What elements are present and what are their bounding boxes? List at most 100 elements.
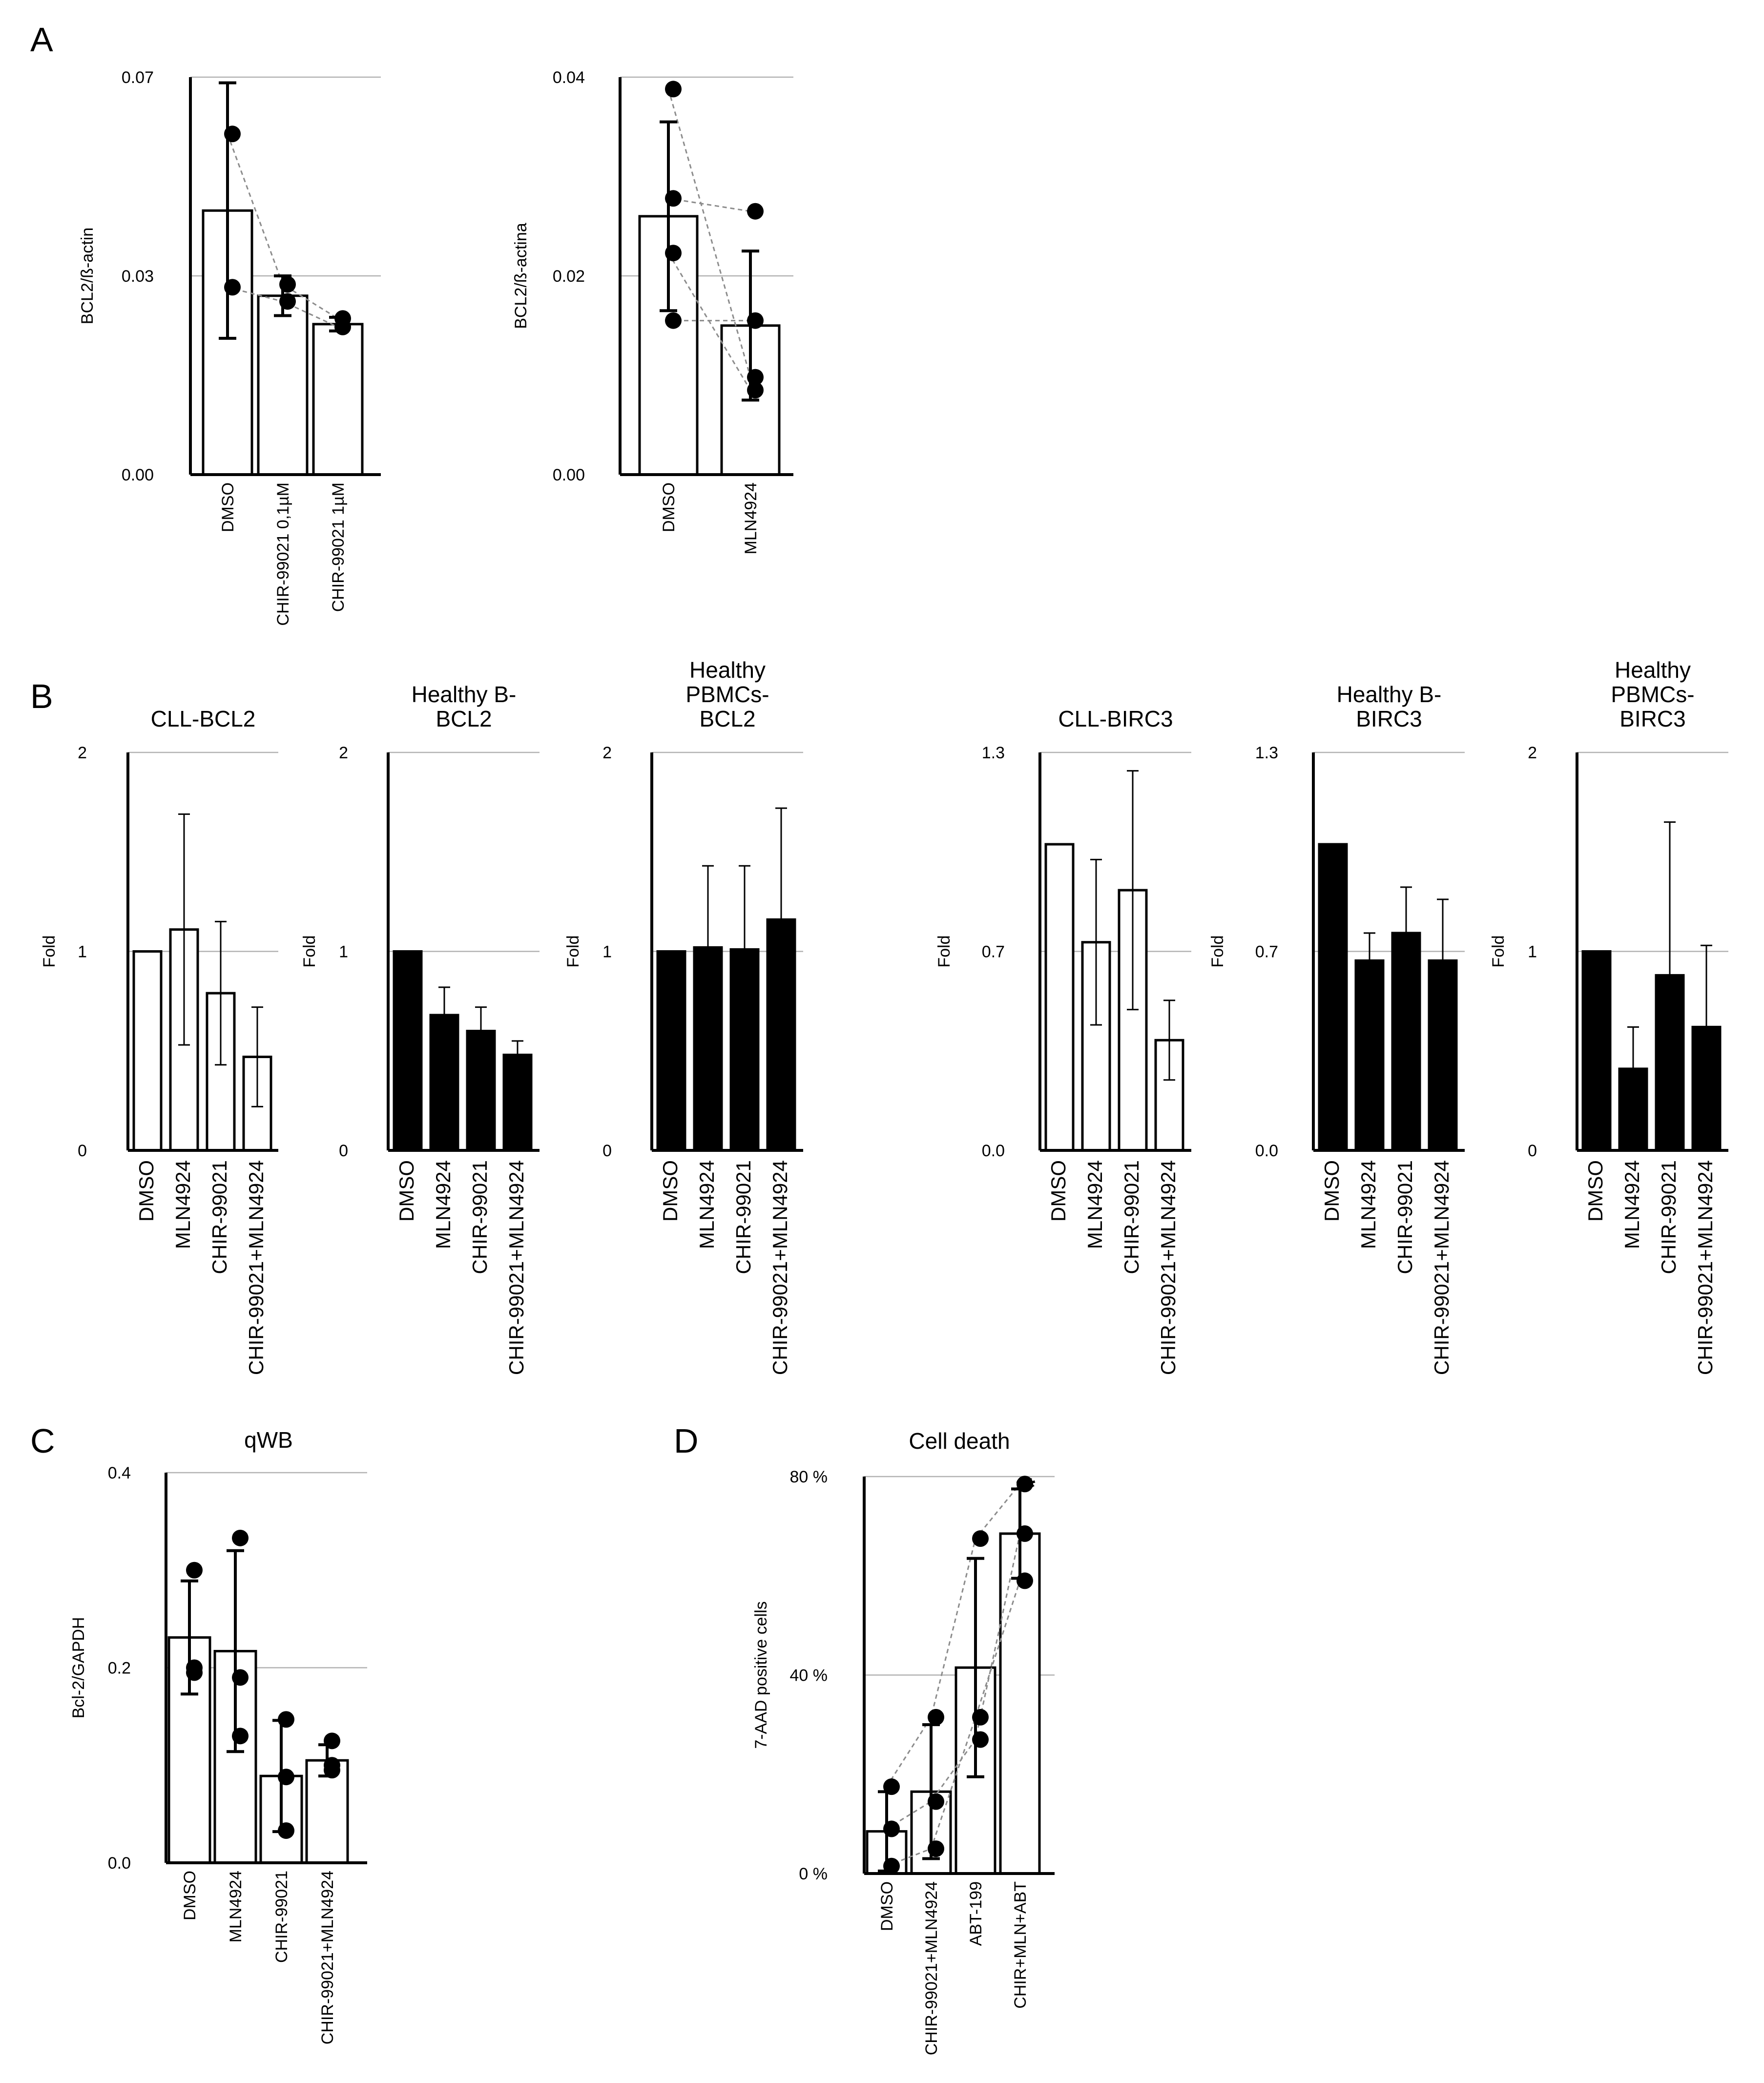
- x-tick-label: DMSO: [395, 1160, 418, 1222]
- y-axis-label: 7-AAD positive cells: [752, 1601, 770, 1749]
- data-point: [324, 1762, 340, 1779]
- y-tick-label: 0.7: [1255, 943, 1278, 961]
- data-point: [232, 1669, 249, 1686]
- x-tick-label: CHIR-99021: [1393, 1160, 1416, 1274]
- bar: [1318, 843, 1348, 1152]
- x-tick-label: MLN4924: [742, 482, 760, 554]
- significance-annotation: **: [1017, 1473, 1036, 1500]
- x-tick-label: CHIR-99021+MLN4924: [768, 1160, 791, 1375]
- paired-line: [886, 1533, 1021, 1830]
- chart-b4: 0.0 0.7 1.3 Fold CLL-BIRC3 DMSO MLN4924 CHIR-99…: [935, 706, 1191, 1375]
- bar: [393, 950, 423, 1152]
- data-point: [928, 1793, 944, 1810]
- y-axis-label: Fold: [300, 935, 319, 967]
- chart-title: BCL2: [699, 706, 755, 731]
- y-tick-label: 80 %: [790, 1468, 828, 1486]
- chart-a2: 0.00 0.02 0.04 BCL2/ß-actina DMSO MLN4924: [512, 68, 793, 554]
- y-tick-label: 0.0: [108, 1854, 131, 1873]
- paired-line: [886, 1580, 1021, 1867]
- y-axis-label: BCL2/ß-actina: [512, 223, 530, 329]
- paired-line: [667, 89, 751, 377]
- data-point: [324, 1732, 340, 1750]
- y-tick-label: 0.2: [108, 1659, 131, 1678]
- data-point: [747, 382, 764, 399]
- y-tick-label: 0.4: [108, 1464, 131, 1482]
- bar: [656, 950, 686, 1152]
- chart-c: 0.0 0.2 0.4 Bcl-2/GAPDH qWB DMSO MLN4924 CHIR-9…: [69, 1427, 367, 2044]
- data-point: [665, 245, 682, 262]
- y-tick-label: 0.03: [122, 267, 154, 286]
- x-tick-label: MLN4924: [171, 1160, 194, 1249]
- chart-title: PBMCs-: [685, 682, 769, 707]
- chart-b1: 0 1 2 Fold CLL-BCL2 DMSO MLN4924 CHIR-99021 CHIR…: [40, 706, 278, 1375]
- chart-d: 0 % 40 % 80 % 7-AAD positive cells Cell deat…: [752, 1428, 1055, 2055]
- chart-title: Healthy B-: [1337, 682, 1442, 707]
- data-point: [232, 1728, 249, 1745]
- x-tick-label: DMSO: [660, 482, 678, 532]
- y-tick-label: 40 %: [790, 1666, 828, 1685]
- y-tick-label: 1: [339, 943, 348, 961]
- x-tick-label: ABT-199: [967, 1881, 985, 1946]
- x-tick-label: DMSO: [878, 1881, 896, 1931]
- y-tick-label: 1: [1528, 943, 1537, 961]
- data-point: [186, 1664, 203, 1681]
- data-point: [883, 1820, 900, 1837]
- y-tick-label: 1.3: [982, 744, 1005, 762]
- paired-line: [667, 252, 751, 391]
- x-tick-label: MLN4924: [432, 1160, 455, 1249]
- y-tick-label: 0.02: [553, 267, 585, 286]
- data-point: [278, 1822, 294, 1839]
- chart-title: Healthy: [1615, 657, 1691, 683]
- data-point: [972, 1731, 989, 1748]
- chart-title: Healthy: [689, 657, 766, 683]
- bar: [312, 323, 364, 476]
- data-point: [665, 312, 682, 329]
- chart-b5: 0.0 0.7 1.3 Fold Healthy B-BIRC3 DMSO MLN4924 C…: [1208, 682, 1465, 1375]
- x-tick-label: MLN4924: [1357, 1160, 1380, 1249]
- bar: [638, 215, 699, 476]
- x-tick-label: DMSO: [659, 1160, 682, 1222]
- chart-title: qWB: [244, 1427, 293, 1453]
- data-point: [883, 1857, 900, 1875]
- y-tick-label: 0.00: [122, 466, 154, 484]
- chart-title: PBMCs-: [1611, 682, 1694, 707]
- x-tick-label: CHIR-99021: [732, 1160, 755, 1274]
- data-point: [665, 190, 682, 207]
- y-axis-label: Fold: [40, 935, 59, 967]
- y-axis-label: Fold: [1489, 935, 1508, 967]
- data-point: [186, 1562, 203, 1579]
- y-tick-label: 0.0: [982, 1142, 1005, 1160]
- data-point: [972, 1708, 989, 1726]
- data-point: [1017, 1525, 1033, 1542]
- data-point: [279, 293, 296, 310]
- y-tick-label: 0 %: [799, 1865, 828, 1883]
- y-axis-label: Bcl-2/GAPDH: [69, 1617, 88, 1719]
- x-tick-label: DMSO: [1320, 1160, 1343, 1222]
- x-tick-label: CHIR-99021 1µM: [329, 482, 348, 612]
- y-tick-label: 1.3: [1255, 744, 1278, 762]
- x-tick-label: CHIR-99021+MLN4924: [1157, 1160, 1180, 1375]
- bar: [257, 294, 309, 476]
- data-point: [1017, 1476, 1033, 1493]
- x-tick-label: DMSO: [219, 482, 237, 532]
- data-point: [224, 125, 241, 143]
- chart-b2: 0 1 2 Fold Healthy B-BCL2 DMSO MLN4924 CHIR-990…: [300, 682, 540, 1375]
- panel-label-a: A: [30, 21, 53, 59]
- data-point: [883, 1778, 900, 1795]
- chart-title: BIRC3: [1356, 706, 1422, 731]
- data-point: [224, 279, 241, 296]
- x-tick-label: MLN4924: [695, 1160, 718, 1249]
- x-tick-label: DMSO: [181, 1871, 199, 1920]
- data-point: [747, 369, 764, 386]
- y-tick-label: 1: [602, 943, 612, 961]
- bar: [1581, 950, 1612, 1152]
- x-tick-label: CHIR-99021+MLN4924: [1430, 1160, 1453, 1375]
- x-tick-label: MLN4924: [1620, 1160, 1643, 1249]
- data-point: [665, 81, 682, 98]
- y-tick-label: 0.07: [122, 68, 154, 87]
- y-tick-label: 0.7: [982, 943, 1005, 961]
- x-tick-label: MLN4924: [227, 1871, 245, 1942]
